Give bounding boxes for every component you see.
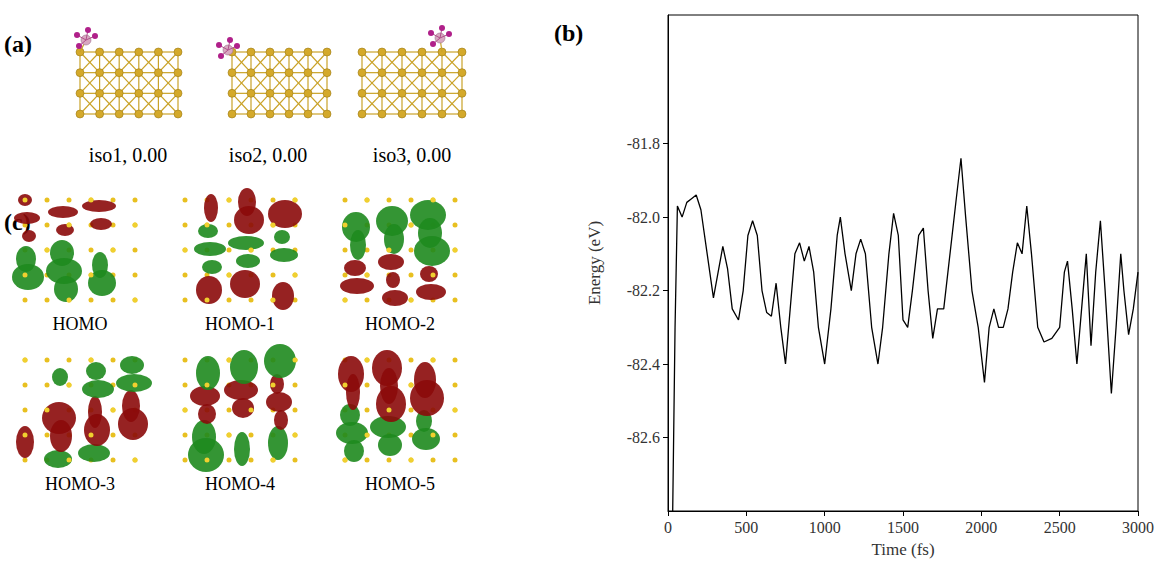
svg-text:HOMO-2: HOMO-2 [365,314,435,334]
html-text:(b): (b) [554,20,584,46]
svg-text:HOMO-1: HOMO-1 [205,314,275,334]
svg-text:-82.6: -82.6 [627,429,660,446]
svg-text:HOMO-5: HOMO-5 [365,474,435,494]
svg-text:1500: 1500 [887,519,919,536]
svg-text:3000: 3000 [1122,519,1154,536]
svg-text:Time (fs): Time (fs) [871,540,934,559]
svg-text:(a): (a) [4,31,32,57]
svg-text:iso1, 0.00: iso1, 0.00 [89,144,167,166]
svg-text:500: 500 [734,519,758,536]
svg-text:0: 0 [664,519,672,536]
svg-text:2500: 2500 [1044,519,1076,536]
svg-text:-82.0: -82.0 [627,209,660,226]
svg-text:HOMO-4: HOMO-4 [205,474,275,494]
svg-text:Energy (eV): Energy (eV) [585,221,604,305]
svg-text:HOMO-3: HOMO-3 [45,474,115,494]
svg-text:-81.8: -81.8 [627,135,660,152]
svg-text:HOMO: HOMO [52,314,107,334]
svg-text:-82.2: -82.2 [627,282,660,299]
svg-text:2000: 2000 [965,519,997,536]
svg-text:iso3, 0.00: iso3, 0.00 [373,144,451,166]
svg-text:iso2, 0.00: iso2, 0.00 [229,144,307,166]
svg-text:1000: 1000 [809,519,841,536]
svg-text:-82.4: -82.4 [627,356,660,373]
